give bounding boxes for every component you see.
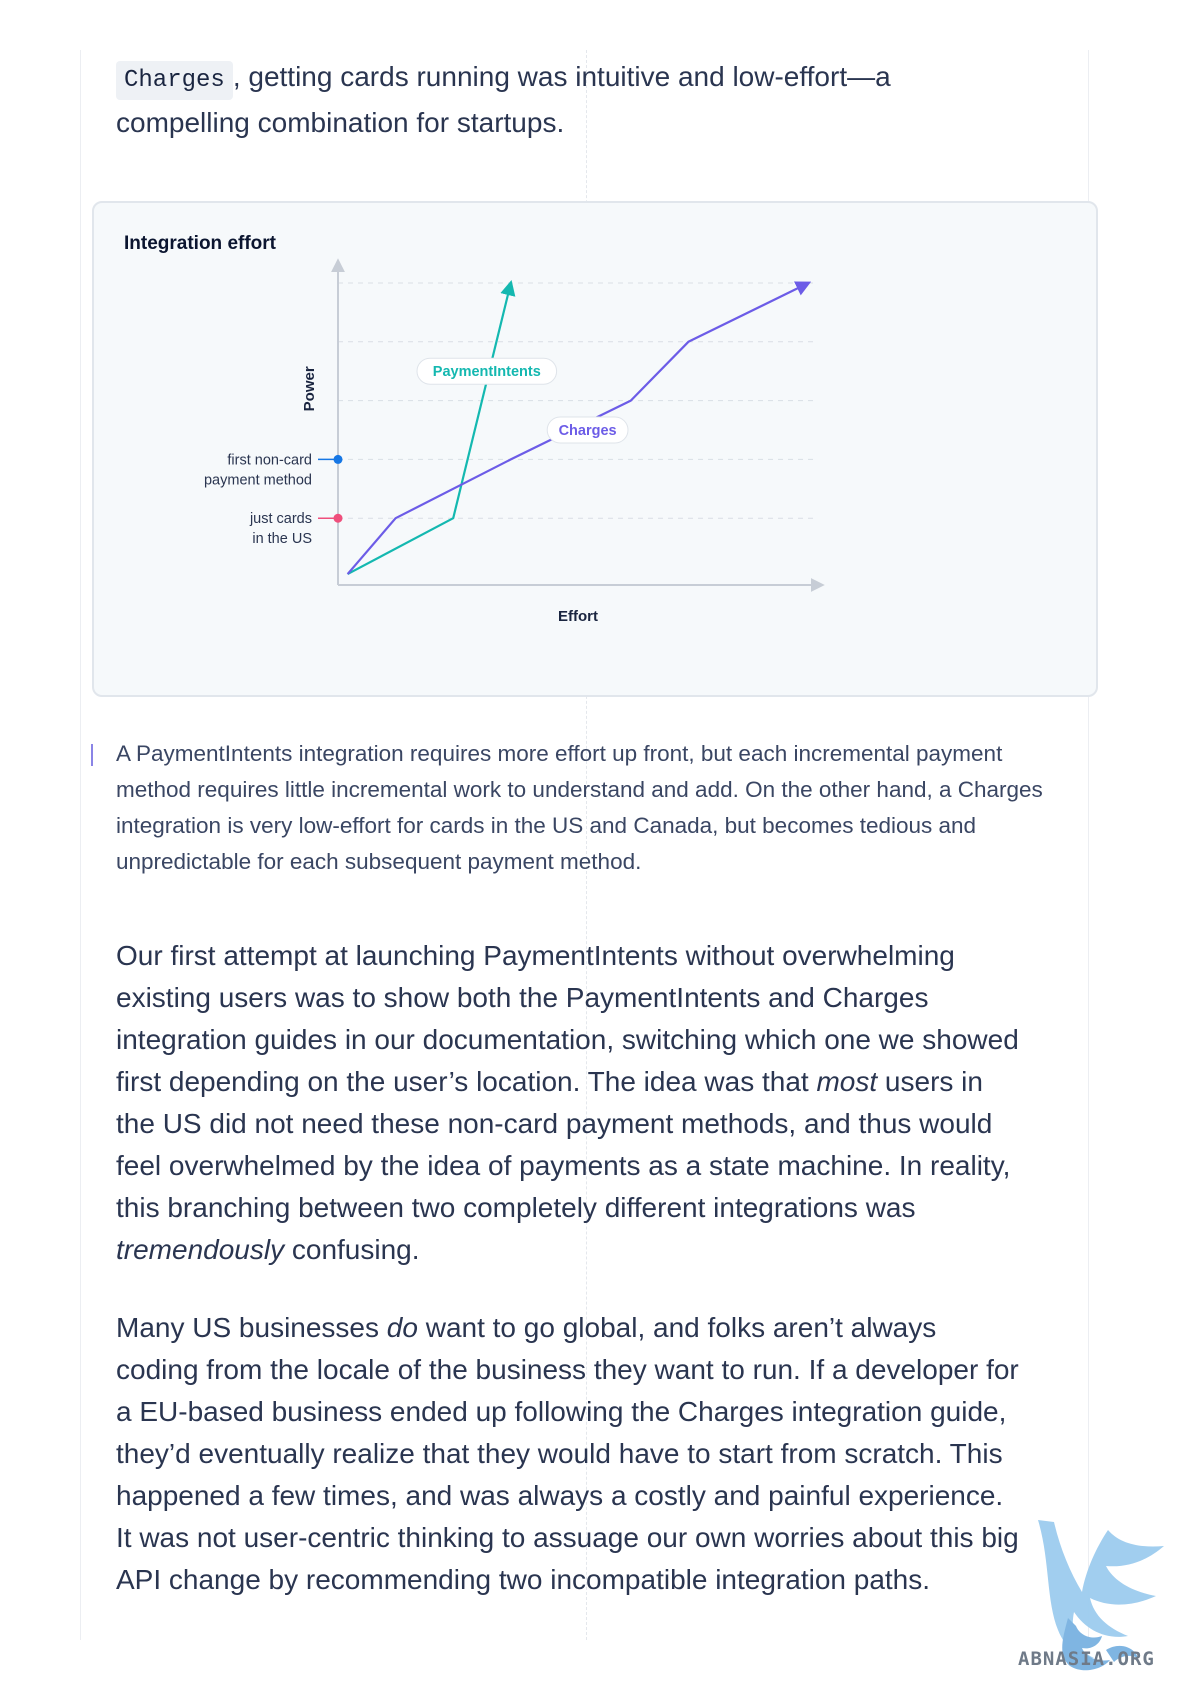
page-left-rule: [80, 50, 81, 1640]
annotation-label: first non-card: [227, 452, 312, 468]
series-label-pill: [546, 416, 629, 444]
page-right-rule: [1088, 50, 1089, 1640]
griffin-logo-icon: [1038, 1520, 1164, 1671]
para1-text-a: Our first attempt at launching PaymentIn…: [116, 940, 1019, 1097]
para1-emphasis-most: most: [816, 1066, 878, 1097]
annotation-dot: [333, 454, 343, 464]
chart-plot: Effort Power first non-card payment method j…: [204, 258, 825, 625]
annotation-label: just cards: [249, 511, 312, 527]
page-center-guide: [586, 50, 587, 1640]
body-paragraph-2: Many US businesses do want to go global,…: [116, 1307, 1026, 1601]
caption-accent-bar: [91, 744, 93, 766]
chart-caption: A PaymentIntents integration requires mo…: [116, 741, 1043, 874]
intro-paragraph: Charges, getting cards running was intui…: [116, 56, 1026, 144]
annotation-label: in the US: [252, 531, 312, 547]
para1-text-b: users in the US did not need these non-c…: [116, 1066, 1011, 1223]
annotation-label: payment method: [204, 472, 312, 488]
watermark-text: ABNASIA.ORG: [1018, 1648, 1155, 1670]
body-paragraph-1: Our first attempt at launching PaymentIn…: [116, 935, 1026, 1271]
series-label-charges: Charges: [559, 423, 617, 439]
para2-emphasis-do: do: [386, 1312, 418, 1343]
intro-line1: , getting cards running was intuitive an…: [232, 61, 891, 92]
para1-emphasis-tremendously: tremendously: [116, 1234, 285, 1265]
annotation-dot: [333, 513, 343, 523]
intro-line2: compelling combination for startups.: [116, 107, 565, 138]
para1-text-c: confusing.: [284, 1234, 420, 1265]
para2-text-b: want to go global, and folks aren’t alwa…: [116, 1312, 1019, 1595]
para2-text-a: Many US businesses: [116, 1312, 387, 1343]
series-label-pill: [416, 357, 558, 385]
series-line-paymentintents: [347, 280, 516, 576]
series-label-paymentintents: PaymentIntents: [433, 364, 541, 380]
inline-code-charges: Charges: [116, 61, 233, 100]
integration-effort-chart: Integration effort Effort Power first non-…: [92, 201, 1098, 697]
chart-title: Integration effort: [124, 233, 276, 254]
y-axis-label: Power: [301, 366, 318, 411]
x-axis-label: Effort: [558, 608, 598, 625]
